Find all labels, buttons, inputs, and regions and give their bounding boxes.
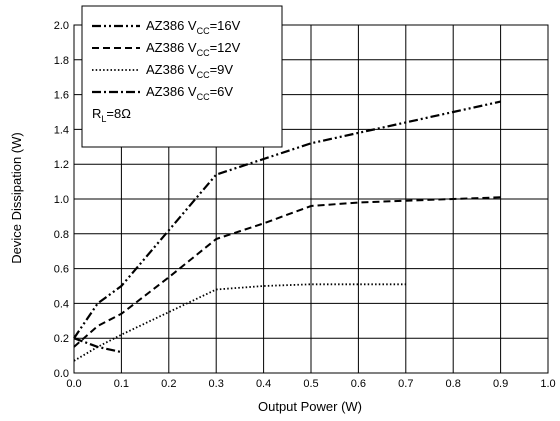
y-axis-title: Device Dissipation (W) — [9, 132, 24, 263]
y-tick-label: 0.4 — [54, 298, 69, 310]
x-tick-label: 0.7 — [398, 378, 413, 390]
y-tick-label: 0.6 — [54, 264, 69, 276]
series-line-1 — [73, 100, 501, 339]
x-axis-title: Output Power (W) — [258, 399, 362, 414]
y-tick-label: 0.8 — [54, 229, 69, 241]
y-tick-label: 2.0 — [54, 20, 69, 32]
x-tick-label: 0.2 — [161, 378, 176, 390]
x-tick-label: 0.5 — [303, 378, 318, 390]
legend-entry: AZ386 VCC=12V — [146, 40, 241, 58]
x-tick-label: 0.6 — [351, 378, 366, 390]
x-tick-label: 0.3 — [209, 378, 224, 390]
legend-entry: AZ386 VCC=16V — [146, 18, 241, 36]
legend-entry: AZ386 VCC=9V — [146, 62, 233, 80]
y-tick-label: 0.0 — [54, 368, 69, 380]
x-tick-label: 0.0 — [66, 378, 81, 390]
series-line-2 — [73, 196, 501, 348]
x-tick-label: 0.9 — [493, 378, 508, 390]
legend-box — [81, 5, 283, 148]
load-annotation: RL=8Ω — [92, 106, 131, 124]
x-tick-label: 0.8 — [446, 378, 461, 390]
y-tick-label: 1.0 — [54, 194, 69, 206]
legend: AZ386 VCC=16V AZ386 VCC=12V AZ386 VCC=9V AZ… — [81, 5, 283, 148]
plot-frame — [73, 24, 549, 374]
series-line-4 — [73, 337, 122, 354]
y-tick-label: 1.8 — [54, 55, 69, 67]
x-tick-label: 0.1 — [114, 378, 129, 390]
y-tick-label: 1.6 — [54, 90, 69, 102]
y-tick-label: 1.4 — [54, 124, 69, 136]
x-tick-label: 1.0 — [540, 378, 555, 390]
series-line-3 — [73, 283, 406, 362]
y-tick-label: 1.2 — [54, 159, 69, 171]
x-tick-label: 0.4 — [256, 378, 271, 390]
tick-labels: 0.0 0.1 0.2 0.3 0.4 0.5 0.6 0.7 0.8 0.9 1.0 0.0 0.2 0… — [54, 20, 556, 390]
legend-entry: AZ386 VCC=6V — [146, 84, 233, 102]
series-lines — [73, 100, 501, 362]
y-tick-label: 0.2 — [54, 333, 69, 345]
